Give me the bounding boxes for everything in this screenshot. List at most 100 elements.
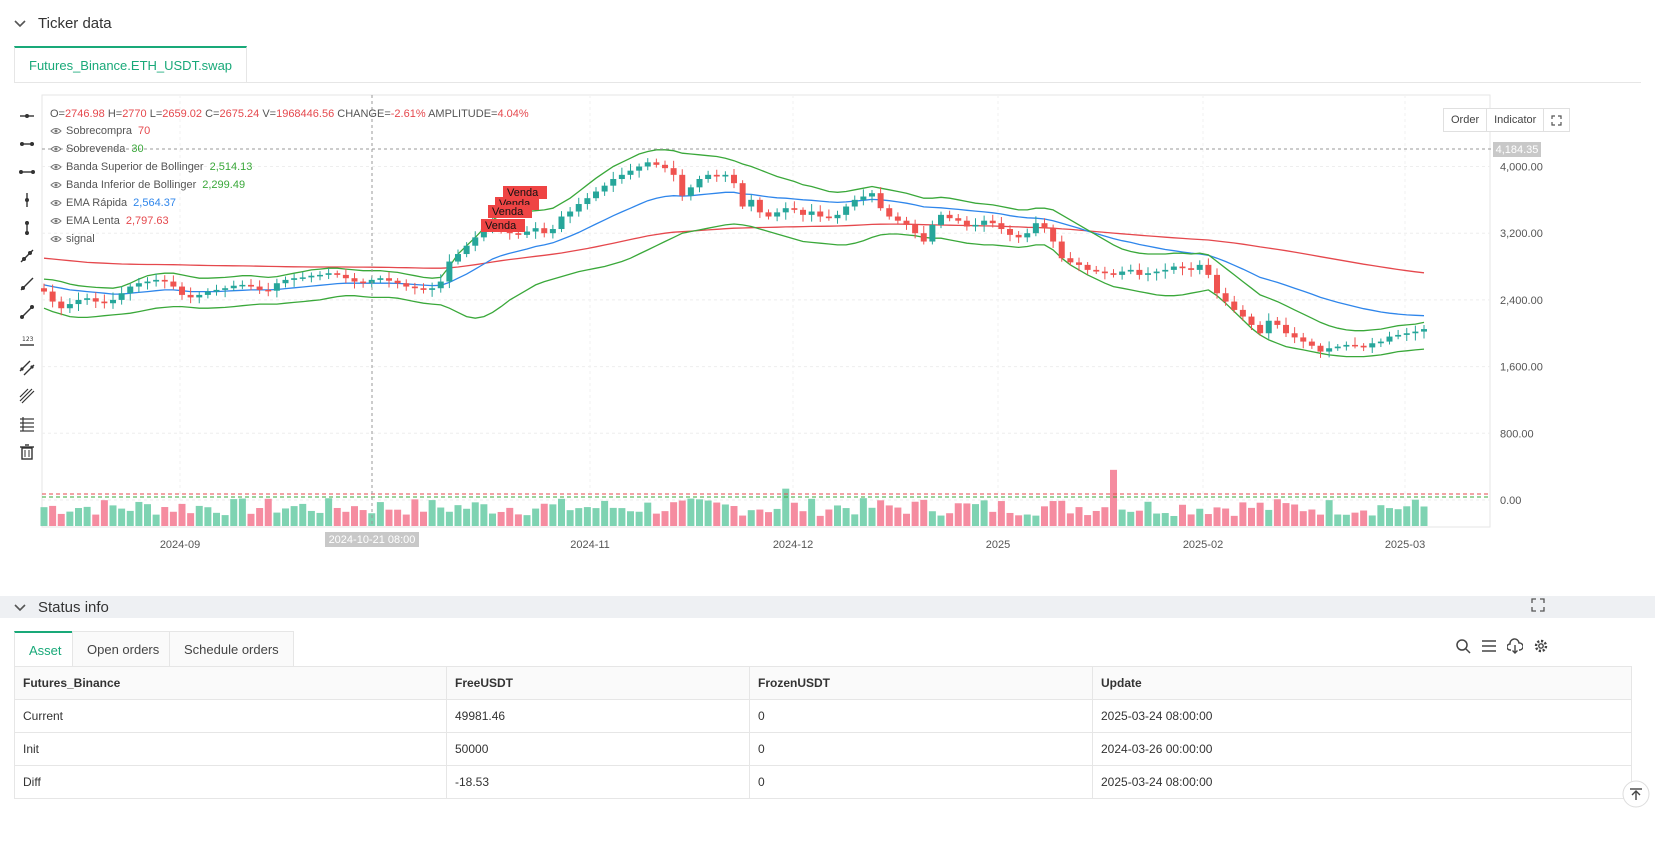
chevron-down-icon[interactable] <box>12 15 28 31</box>
volume-bar <box>601 500 609 526</box>
list-icon[interactable] <box>1481 638 1497 654</box>
volume-bar <box>687 498 695 526</box>
candle-body <box>1162 269 1169 272</box>
candle-body <box>636 166 643 171</box>
price-range-icon[interactable]: 123 <box>16 329 38 351</box>
eye-icon[interactable] <box>50 217 62 225</box>
trash-icon[interactable] <box>16 441 38 463</box>
price-chart[interactable]: 4,000.00 3,200.00 2,400.00 1,600.00 800.00 0.… <box>0 0 1655 596</box>
candle-body <box>903 220 910 225</box>
chart-button-group: Order Indicator <box>1443 108 1571 132</box>
pitchfork-icon[interactable] <box>16 385 38 407</box>
fullscreen-icon[interactable] <box>1544 109 1569 131</box>
candle-body <box>1170 266 1177 270</box>
price-tag-text: 4,184.35 <box>1496 144 1539 156</box>
fib-retracement-icon[interactable] <box>16 413 38 435</box>
candle-body <box>1403 333 1410 335</box>
volume-bar <box>230 499 238 526</box>
search-icon[interactable] <box>1455 638 1471 654</box>
candle-body <box>1377 341 1384 344</box>
volume-bar <box>782 488 790 526</box>
candle-body <box>437 281 444 289</box>
legend-item[interactable]: Sobrecompra 70 <box>50 122 529 140</box>
volume-bar <box>40 507 48 526</box>
cloud-download-icon[interactable] <box>1506 638 1524 654</box>
candle-body <box>386 278 392 281</box>
horizontal-ray-icon[interactable] <box>16 105 38 127</box>
tab-asset[interactable]: Asset <box>14 631 77 667</box>
scroll-top-button[interactable] <box>1622 780 1650 808</box>
legend-item[interactable]: Sobrevenda 30 <box>50 140 529 158</box>
vertical-line-icon[interactable] <box>16 217 38 239</box>
volume-bar <box>1015 515 1023 526</box>
volume-bar <box>1256 502 1264 526</box>
candle-body <box>1188 268 1195 270</box>
candle-body <box>429 288 436 290</box>
eye-icon[interactable] <box>50 127 62 135</box>
arrow-line-icon[interactable] <box>16 301 38 323</box>
tab-symbol[interactable]: Futures_Binance.ETH_USDT.swap <box>14 46 248 82</box>
legend-item[interactable]: Banda Inferior de Bollinger 2,299.49 <box>50 176 529 194</box>
candle-body <box>420 288 427 290</box>
candle-body <box>282 279 289 284</box>
legend-item[interactable]: EMA Lenta 2,797.63 <box>50 212 529 230</box>
candle-body <box>360 281 367 284</box>
volume-bar <box>221 515 229 526</box>
candle-body <box>886 208 893 217</box>
candle-body <box>161 279 168 282</box>
volume-value: 1968446.56 <box>276 108 335 120</box>
gear-icon[interactable] <box>1533 638 1549 654</box>
eye-icon[interactable] <box>50 181 62 189</box>
legend-item[interactable]: EMA Rápida 2,564.37 <box>50 194 529 212</box>
vertical-segment-icon[interactable] <box>16 189 38 211</box>
candle-body <box>127 286 134 294</box>
candle-body <box>946 214 953 219</box>
tab-open-orders[interactable]: Open orders <box>72 631 175 667</box>
indicator-button[interactable]: Indicator <box>1487 109 1545 131</box>
candle-body <box>41 288 47 292</box>
status-title-row[interactable]: Status info <box>12 597 109 617</box>
legend-name: Banda Inferior de Bollinger <box>66 179 197 191</box>
ticker-header[interactable]: Ticker data <box>12 12 112 34</box>
volume-bar <box>437 507 445 526</box>
high-label: H= <box>107 108 123 120</box>
parallel-channel-icon[interactable] <box>16 357 38 379</box>
candle-body <box>1308 341 1315 346</box>
volume-bar <box>1023 514 1031 526</box>
eye-icon[interactable] <box>50 145 62 153</box>
candle-body <box>1024 233 1031 238</box>
volume-bar <box>385 509 393 526</box>
eye-icon[interactable] <box>50 163 62 171</box>
tab-schedule-orders[interactable]: Schedule orders <box>169 631 294 667</box>
legend-name: signal <box>66 233 95 245</box>
candle-body <box>998 223 1005 230</box>
trend-line-icon[interactable] <box>16 245 38 267</box>
expand-icon[interactable] <box>1531 598 1545 612</box>
candle-body <box>774 212 781 217</box>
volume-bar <box>57 513 65 526</box>
candle-body <box>524 231 530 235</box>
asset-table: Futures_Binance FreeUSDT FrozenUSDT Upda… <box>14 666 1632 799</box>
eye-icon[interactable] <box>50 199 62 207</box>
column-header: Update <box>1092 666 1632 700</box>
chevron-down-icon[interactable] <box>12 599 28 615</box>
volume-bar <box>152 514 160 526</box>
volume-bar <box>747 510 755 526</box>
ray-line-icon[interactable] <box>16 273 38 295</box>
candle-body <box>1205 264 1212 275</box>
volume-bar <box>1075 507 1083 526</box>
volume-bar <box>1066 513 1074 526</box>
order-button[interactable]: Order <box>1444 109 1488 131</box>
legend-item[interactable]: signal <box>50 230 529 248</box>
volume-bar <box>816 515 824 526</box>
volume-bar <box>307 510 315 526</box>
volume-bar <box>1222 508 1230 526</box>
volume-bar <box>1170 515 1178 526</box>
volume-bar <box>273 512 281 526</box>
eye-icon[interactable] <box>50 235 62 243</box>
row-name-current[interactable]: Current <box>14 699 447 733</box>
legend-item[interactable]: Banda Superior de Bollinger 2,514.13 <box>50 158 529 176</box>
extended-line-icon[interactable] <box>16 161 38 183</box>
volume-bar <box>1377 505 1385 526</box>
horizontal-line-icon[interactable] <box>16 133 38 155</box>
